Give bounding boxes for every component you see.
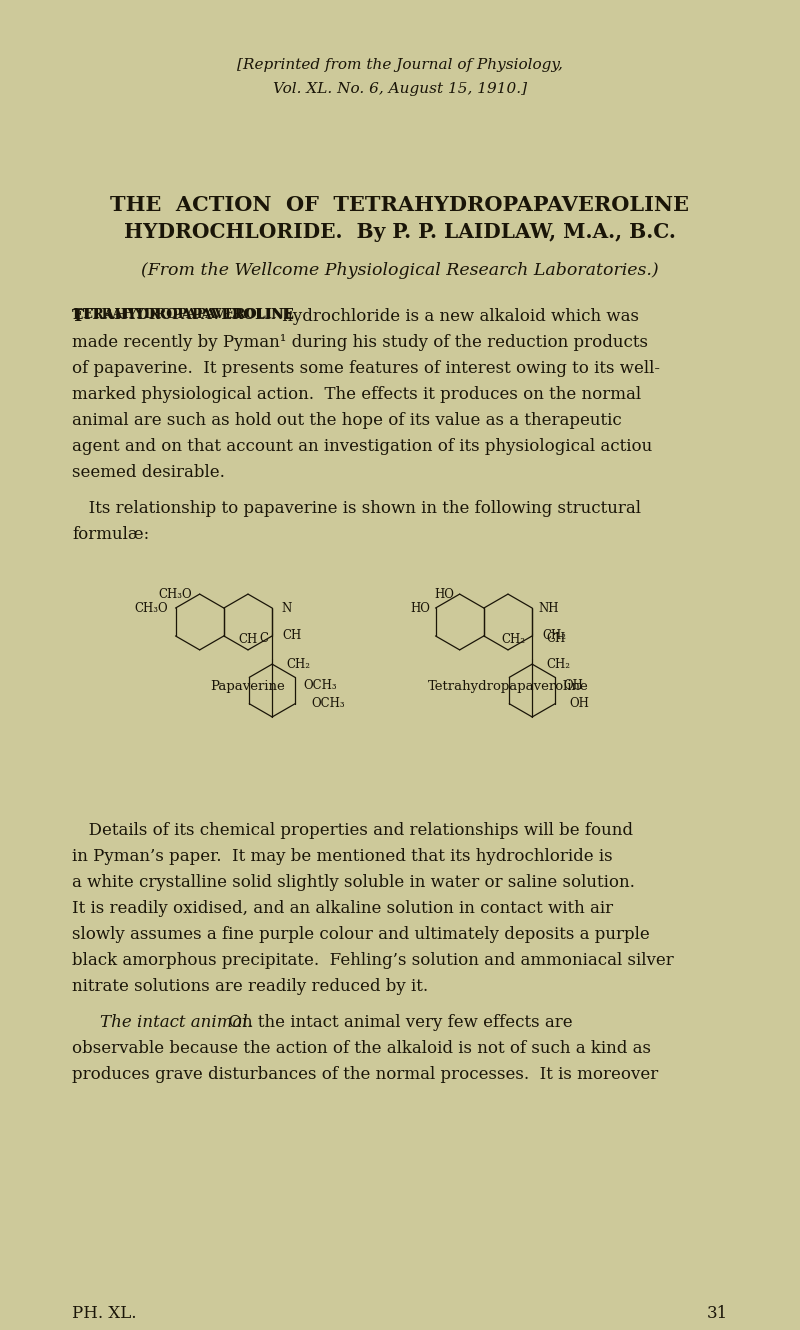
Text: CH₂: CH₂ <box>546 657 570 670</box>
Text: in Pyman’s paper.  It may be mentioned that its hydrochloride is: in Pyman’s paper. It may be mentioned th… <box>72 849 613 864</box>
Text: T: T <box>72 309 84 325</box>
Text: CH: CH <box>238 633 258 646</box>
Text: black amorphous precipitate.  Fehling’s solution and ammoniacal silver: black amorphous precipitate. Fehling’s s… <box>72 952 674 970</box>
Text: Tetrahydropapaveroline: Tetrahydropapaveroline <box>428 680 588 693</box>
Text: marked physiological action.  The effects it produces on the normal: marked physiological action. The effects… <box>72 386 641 403</box>
Text: [Reprinted from the Journal of Physiology,: [Reprinted from the Journal of Physiolog… <box>237 59 563 72</box>
Text: CH₃O: CH₃O <box>158 588 192 601</box>
Text: It is readily oxidised, and an alkaline solution in contact with air: It is readily oxidised, and an alkaline … <box>72 900 613 916</box>
Text: ETRAHYDROPAPAVEROLINE: ETRAHYDROPAPAVEROLINE <box>82 309 294 321</box>
Text: of papaverine.  It presents some features of interest owing to its well-: of papaverine. It presents some features… <box>72 360 660 376</box>
Text: hydrochloride is a new alkaloid which was: hydrochloride is a new alkaloid which wa… <box>277 309 639 325</box>
Text: OCH₃: OCH₃ <box>311 697 345 710</box>
Text: PH. XL.: PH. XL. <box>72 1305 137 1322</box>
Text: animal are such as hold out the hope of its value as a therapeutic: animal are such as hold out the hope of … <box>72 412 622 430</box>
Text: OCH₃: OCH₃ <box>303 678 337 692</box>
Text: NH: NH <box>538 601 558 614</box>
Text: THE  ACTION  OF  TETRAHYDROPAPAVEROLINE: THE ACTION OF TETRAHYDROPAPAVEROLINE <box>110 196 690 215</box>
Text: Papaverine: Papaverine <box>210 680 286 693</box>
Text: C: C <box>260 632 269 645</box>
Text: On the intact animal very few effects are: On the intact animal very few effects ar… <box>218 1013 573 1031</box>
Text: CH₂: CH₂ <box>501 633 525 646</box>
Text: formulæ:: formulæ: <box>72 525 150 543</box>
Text: CH₂: CH₂ <box>286 657 310 670</box>
Text: ETRAHYDROPAPAVEROLINE: ETRAHYDROPAPAVEROLINE <box>72 309 294 322</box>
Text: The intact animal.: The intact animal. <box>100 1013 253 1031</box>
Text: HO: HO <box>410 601 430 614</box>
Text: agent and on that account an investigation of its physiological actiou: agent and on that account an investigati… <box>72 438 652 455</box>
Text: observable because the action of the alkaloid is not of such a kind as: observable because the action of the alk… <box>72 1040 651 1057</box>
Text: OH: OH <box>563 678 583 692</box>
Text: CH₂: CH₂ <box>542 629 566 642</box>
Text: OH: OH <box>569 697 589 710</box>
Text: Details of its chemical properties and relationships will be found: Details of its chemical properties and r… <box>72 822 633 839</box>
Text: (From the Wellcome Physiological Research Laboratories.): (From the Wellcome Physiological Researc… <box>141 262 659 279</box>
Text: CH₃O: CH₃O <box>134 601 167 614</box>
Text: CH: CH <box>546 632 566 645</box>
Text: produces grave disturbances of the normal processes.  It is moreover: produces grave disturbances of the norma… <box>72 1067 658 1083</box>
Text: 31: 31 <box>706 1305 728 1322</box>
Text: HYDROCHLORIDE.  By P. P. LAIDLAW, M.A., B.C.: HYDROCHLORIDE. By P. P. LAIDLAW, M.A., B… <box>124 222 676 242</box>
Text: a white crystalline solid slightly soluble in water or saline solution.: a white crystalline solid slightly solub… <box>72 874 635 891</box>
Text: CH: CH <box>282 629 302 642</box>
Text: slowly assumes a fine purple colour and ultimately deposits a purple: slowly assumes a fine purple colour and … <box>72 926 650 943</box>
Text: HO: HO <box>435 588 454 601</box>
Text: made recently by Pyman¹ during his study of the reduction products: made recently by Pyman¹ during his study… <box>72 334 648 351</box>
Text: Vol. XL. No. 6, August 15, 1910.]: Vol. XL. No. 6, August 15, 1910.] <box>273 82 527 96</box>
Text: seemed desirable.: seemed desirable. <box>72 464 225 481</box>
Text: Its relationship to papaverine is shown in the following structural: Its relationship to papaverine is shown … <box>72 500 641 517</box>
Text: N: N <box>281 601 291 614</box>
Text: nitrate solutions are readily reduced by it.: nitrate solutions are readily reduced by… <box>72 978 428 995</box>
